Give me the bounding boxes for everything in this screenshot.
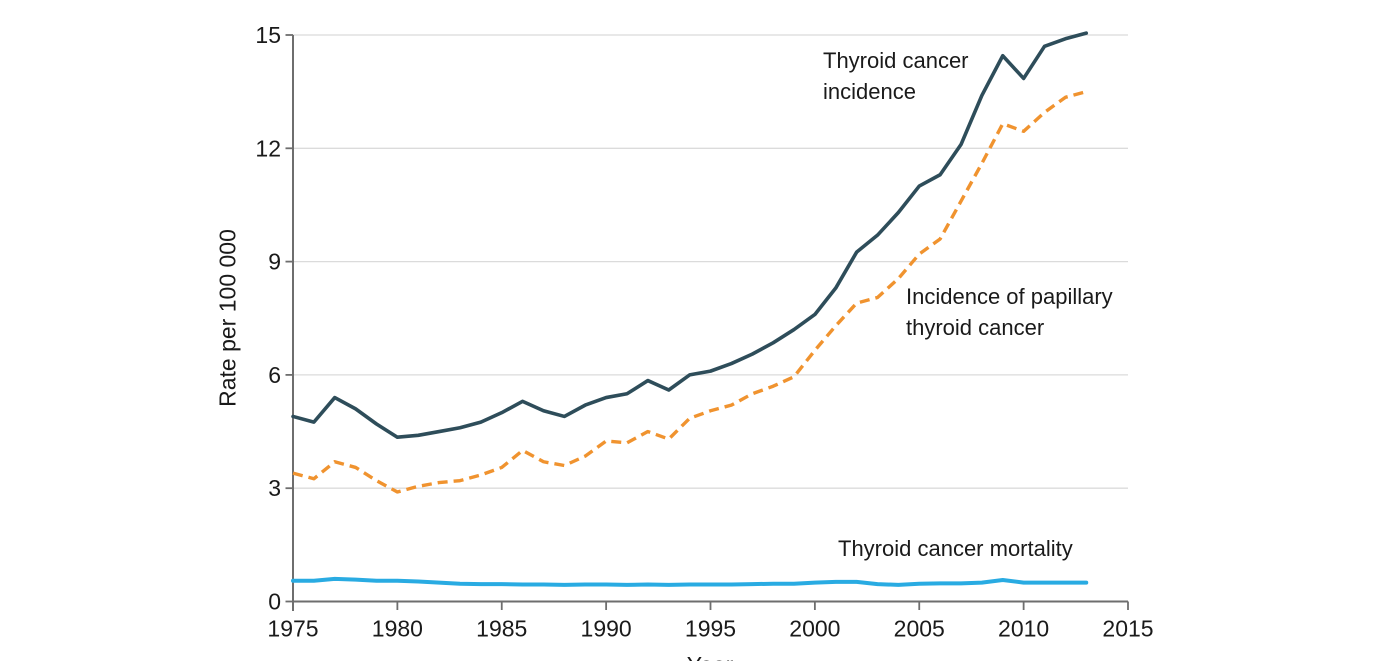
y-tick-label-0: 0 <box>268 589 281 615</box>
series-line-thyroid-cancer-incidence <box>291 31 1089 440</box>
series-label-thyroid-cancer-incidence: Thyroid cancer incidence <box>823 45 969 107</box>
series-line-thyroid-cancer-mortality <box>291 576 1089 587</box>
x-tick-label-2015: 2015 <box>1102 616 1153 642</box>
x-tick-label-1990: 1990 <box>581 616 632 642</box>
y-tick-label-3: 3 <box>268 475 281 501</box>
x-tick-label-2010: 2010 <box>998 616 1049 642</box>
y-tick-label-9: 9 <box>268 249 281 275</box>
series-label-thyroid-cancer-mortality: Thyroid cancer mortality <box>838 533 1073 564</box>
series-label-line: incidence <box>823 79 916 104</box>
x-tick-label-1985: 1985 <box>476 616 527 642</box>
x-tick-label-2000: 2000 <box>789 616 840 642</box>
series-label-line: thyroid cancer <box>906 315 1045 340</box>
x-axis-title: Year <box>687 652 733 661</box>
series-label-papillary-incidence: Incidence of papillary thyroid cancer <box>906 281 1113 343</box>
y-axis-title: Rate per 100 000 <box>214 229 241 407</box>
series-label-line: Incidence of papillary <box>906 284 1113 309</box>
x-tick-label-1980: 1980 <box>372 616 423 642</box>
series-label-line: Thyroid cancer mortality <box>838 536 1073 561</box>
x-tick-label-1975: 1975 <box>267 616 318 642</box>
y-tick-label-12: 12 <box>255 135 281 161</box>
y-tick-label-6: 6 <box>268 362 281 388</box>
y-tick-label-15: 15 <box>255 22 281 48</box>
series-line-papillary-thyroid-cancer-incidence <box>292 90 1087 494</box>
x-tick-label-1995: 1995 <box>685 616 736 642</box>
x-tick-label-2005: 2005 <box>894 616 945 642</box>
series-label-line: Thyroid cancer <box>823 48 969 73</box>
